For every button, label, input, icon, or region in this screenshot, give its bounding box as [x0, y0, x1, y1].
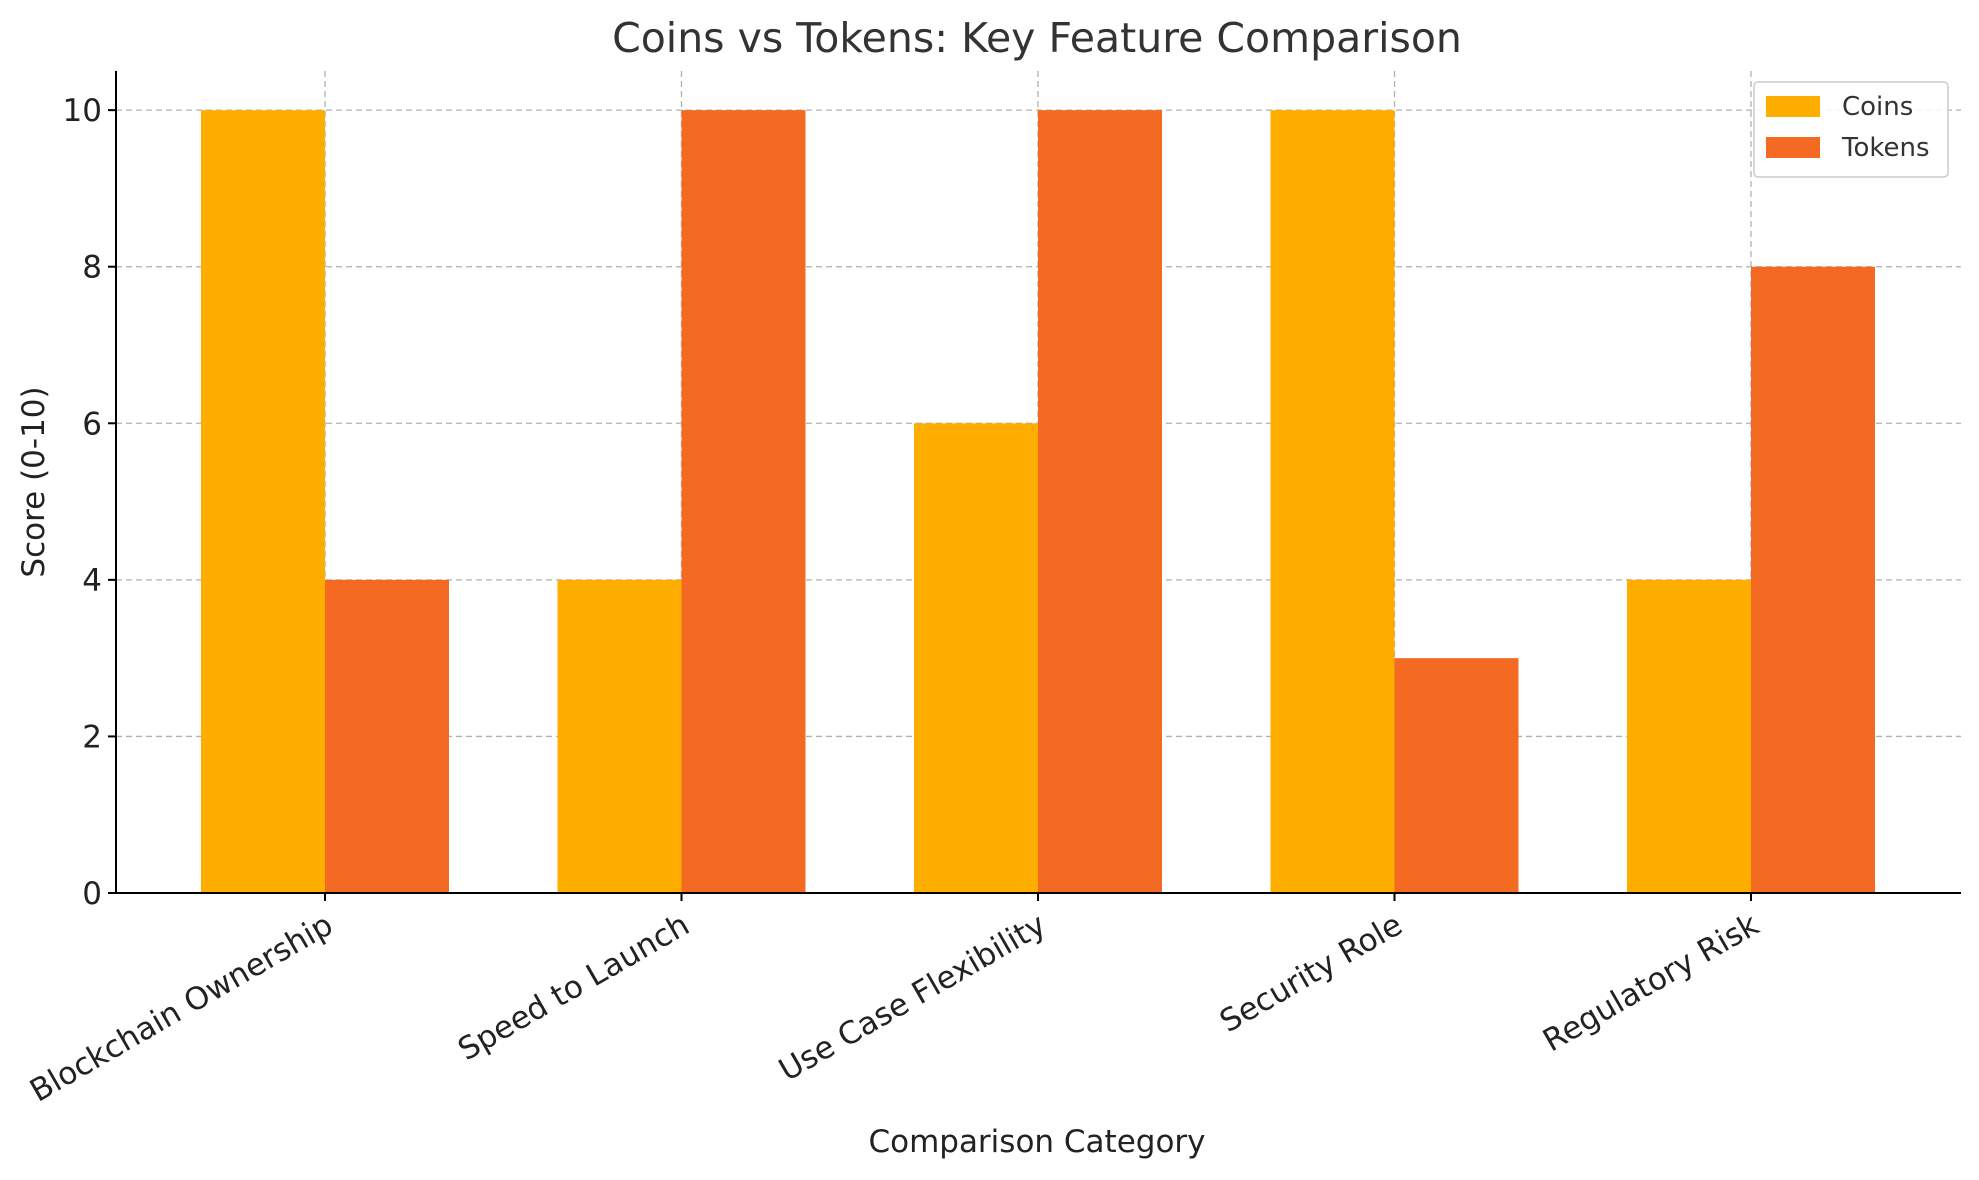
- legend-swatch-coins: [1766, 96, 1820, 117]
- bar-coins-4: [1627, 579, 1751, 893]
- legend: Coins Tokens: [1753, 81, 1949, 178]
- y-axis-label: Score (0-10): [16, 386, 52, 577]
- legend-swatch-tokens: [1766, 137, 1820, 158]
- bar-tokens-2: [1038, 110, 1162, 893]
- bar-coins-2: [914, 423, 1038, 893]
- y-tick-label: 0: [82, 876, 102, 912]
- x-ticks: Blockchain Ownership Speed to Launch Use C…: [24, 893, 1765, 1109]
- bar-coins-3: [1270, 110, 1395, 893]
- y-tick-label: 10: [63, 93, 102, 129]
- y-tick-label: 2: [82, 719, 102, 755]
- x-tick-label: Speed to Launch: [452, 907, 695, 1068]
- legend-label-tokens: Tokens: [1841, 133, 1930, 163]
- y-tick-label: 6: [82, 406, 102, 442]
- legend-label-coins: Coins: [1842, 92, 1913, 122]
- x-tick-label: Security Role: [1214, 907, 1409, 1040]
- bars: [201, 110, 1875, 893]
- chart-title: Coins vs Tokens: Key Feature Comparison: [612, 14, 1462, 62]
- x-tick-label: Blockchain Ownership: [24, 907, 339, 1110]
- y-tick-label: 8: [82, 250, 102, 286]
- bar-tokens-4: [1751, 266, 1875, 893]
- bar-coins-0: [201, 110, 325, 893]
- bar-coins-1: [557, 579, 682, 893]
- x-axis-label: Comparison Category: [868, 1124, 1205, 1160]
- y-tick-label: 4: [82, 563, 102, 599]
- bar-tokens-0: [325, 579, 449, 893]
- y-ticks: 0 2 4 6 8 10: [63, 93, 116, 912]
- bar-tokens-1: [681, 110, 806, 893]
- bar-tokens-3: [1394, 658, 1519, 893]
- x-tick-label: Regulatory Risk: [1537, 907, 1765, 1059]
- x-tick-label: Use Case Flexibility: [773, 907, 1052, 1089]
